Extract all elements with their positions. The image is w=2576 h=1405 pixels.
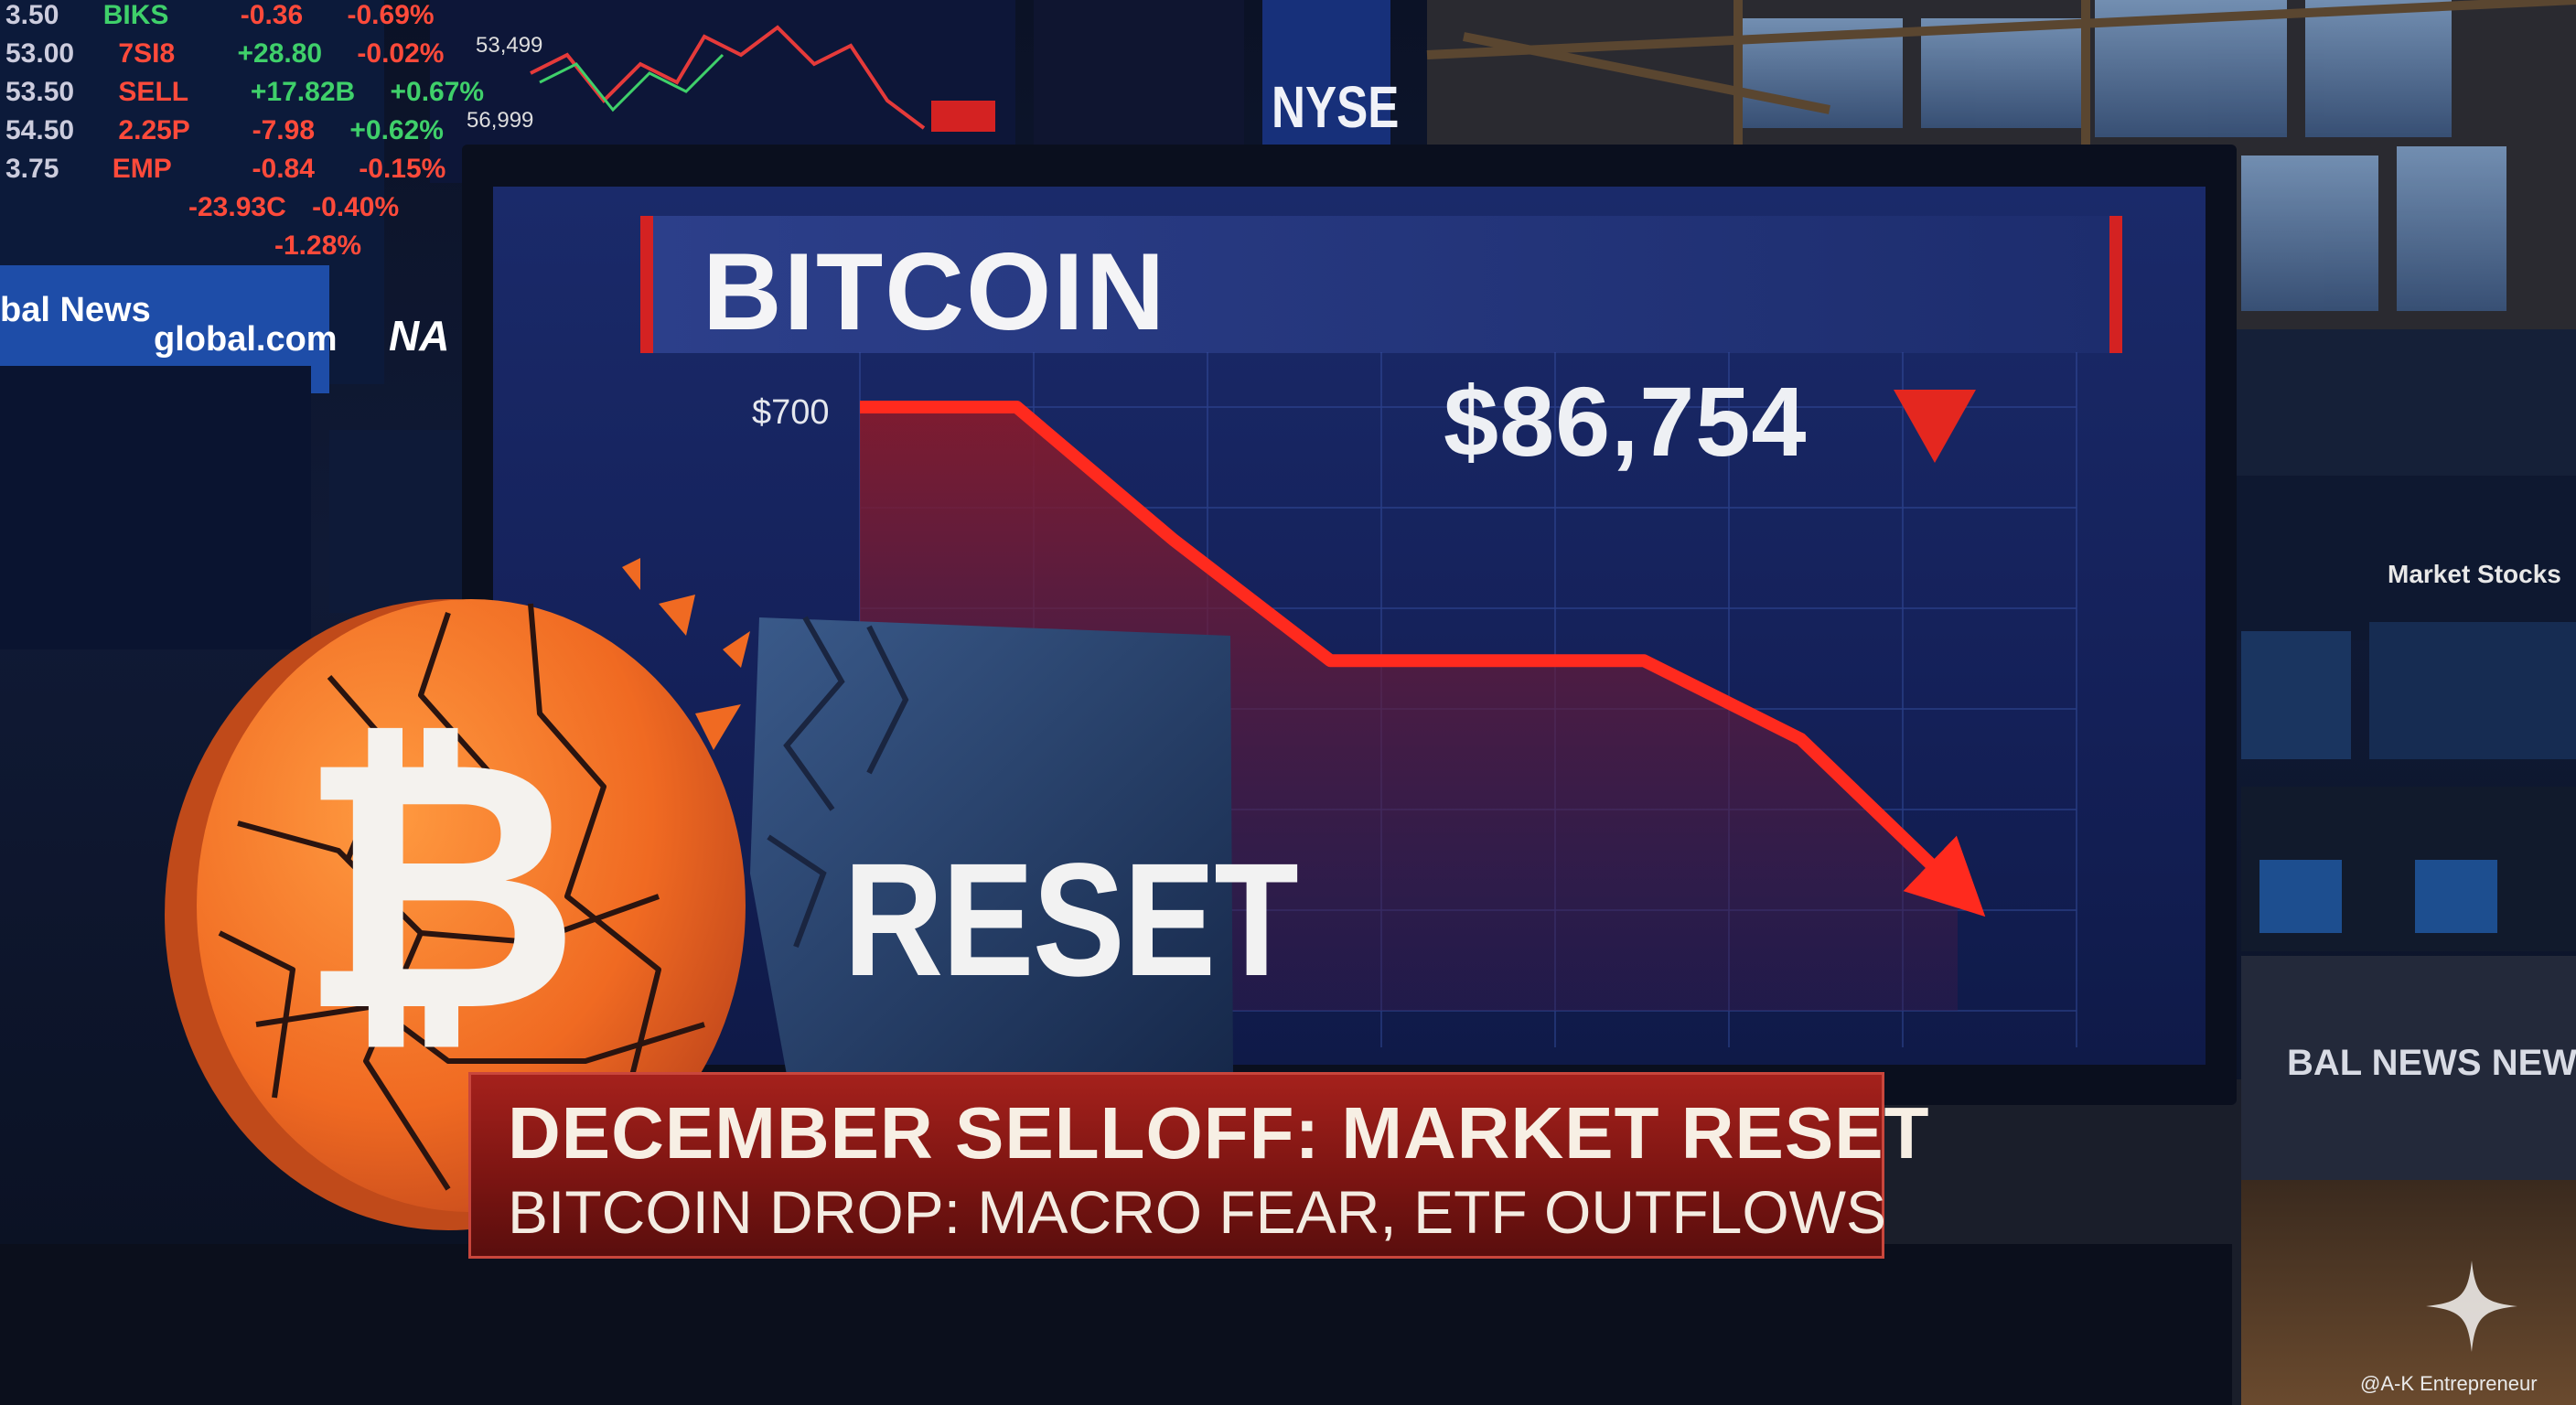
news-strip: bal News global.com	[0, 274, 338, 359]
exchange-sign: NYSE	[1272, 74, 1400, 140]
banner-headline: DECEMBER SELLOFF: MARKET RESET	[508, 1092, 1930, 1174]
tv-title-bar	[640, 216, 2122, 353]
ticker-change: -0.36	[240, 0, 304, 30]
headline-banner: DECEMBER SELLOFF: MARKET RESET BITCOIN D…	[468, 1072, 1928, 1259]
reset-card-text: RESET	[843, 831, 1299, 1010]
ticker-price: 54.50	[5, 115, 75, 145]
ticker-pct: -0.40%	[312, 192, 400, 222]
chart-line	[860, 401, 1986, 917]
ticker-row: 53.50 SELL +17.82B +0.67%	[5, 77, 484, 108]
ticker-change: +28.80	[237, 38, 323, 69]
reset-card	[750, 616, 1233, 1075]
ticker-row: -1.28%	[274, 231, 361, 262]
ticker-price: 53.00	[5, 38, 75, 69]
ticker-row: 54.50 2.25P -7.98 +0.62%	[5, 115, 444, 146]
ticker-price: 53.50	[5, 77, 75, 107]
partial-sign: NA	[389, 312, 450, 359]
ticker-pct: -1.28%	[274, 231, 362, 261]
ticker-pct: +0.62%	[349, 115, 444, 145]
ticker-pct: -0.69%	[347, 0, 435, 30]
ticker-board-left: 3.50 BIKS -0.36 -0.69% 53.00 7SI8 +28.80…	[0, 0, 484, 274]
ticker-row: 53.00 7SI8 +28.80 -0.02%	[5, 38, 444, 70]
ticker-change: +17.82B	[250, 77, 356, 107]
banner-subline: BITCOIN DROP: MACRO FEAR, ETF OUTFLOWS	[508, 1178, 1887, 1246]
y-tick-label: $700	[752, 393, 830, 432]
ticker-price: 3.75	[5, 154, 59, 184]
down-triangle-icon	[1894, 390, 1976, 463]
right-board-title: Market Stocks	[2388, 560, 2561, 588]
bitcoin-symbol: ₿	[297, 692, 581, 1080]
ticker-pct: -0.15%	[359, 154, 446, 184]
ticker-symbol: BIKS	[102, 0, 169, 30]
ticker-symbol: 7SI8	[118, 38, 176, 69]
ticker-price: 3.50	[5, 0, 59, 30]
ticker-row: 3.75 EMP -0.84 -0.15%	[5, 154, 445, 185]
coin-shards	[622, 558, 750, 750]
news-strip-right: global.com	[154, 320, 338, 359]
chart-label: 53,499	[476, 33, 543, 58]
ticker-change: -23.93C	[188, 192, 286, 222]
chart-label: 56,999	[467, 108, 534, 133]
ticker-pct: -0.02%	[357, 38, 445, 69]
sparkle-icon	[2426, 1260, 2517, 1352]
ticker-change: -0.84	[252, 154, 315, 184]
price-readout: $86,754	[1444, 366, 1808, 477]
background-chart-monitor: 53,499 56,999	[430, 0, 1015, 183]
right-news-strip: BAL NEWS NEWS FOR	[2287, 1043, 2576, 1083]
ticker-symbol: SELL	[118, 77, 188, 107]
background-candlestick-chart	[530, 25, 995, 132]
tv-title: BITCOIN	[703, 231, 1167, 353]
ticker-pct: +0.67%	[390, 77, 485, 107]
ticker-change: -7.98	[252, 115, 316, 145]
ticker-row: -23.93C -0.40%	[188, 192, 399, 223]
news-strip-left: bal News	[0, 291, 151, 329]
ticker-row: 3.50 BIKS -0.36 -0.69%	[5, 0, 435, 31]
ticker-symbol: 2.25P	[118, 115, 190, 145]
watermark-text: @A-K Entrepreneur	[2360, 1372, 2538, 1395]
ticker-symbol: EMP	[112, 154, 172, 184]
